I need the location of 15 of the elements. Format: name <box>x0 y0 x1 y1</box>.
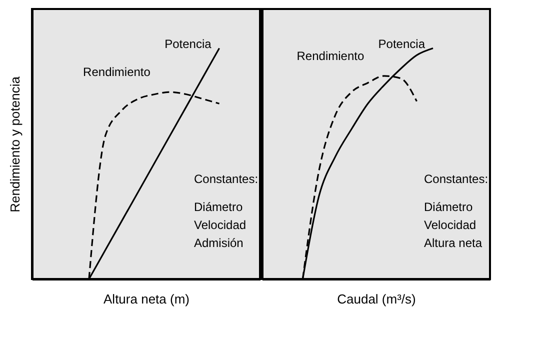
annotation: Admisión <box>194 236 244 250</box>
x-axis-title: Caudal (m³/s) <box>337 292 416 306</box>
series-label: Rendimiento <box>296 48 364 63</box>
series-label: Rendimiento <box>83 65 151 80</box>
annotation: Altura neta <box>424 236 482 250</box>
annotation: Diámetro <box>424 200 474 214</box>
annotation: Constantes: <box>424 172 488 186</box>
annotation: Velocidad <box>194 218 246 232</box>
series-label: Potencia <box>378 37 426 52</box>
y-axis-title: Rendimiento y potencia <box>8 76 22 212</box>
annotation: Constantes: <box>194 172 258 186</box>
x-axis-title: Altura neta (m) <box>104 292 190 306</box>
annotation: Diámetro <box>194 200 244 214</box>
annotation: Velocidad <box>424 218 476 232</box>
series-label: Potencia <box>164 37 212 52</box>
